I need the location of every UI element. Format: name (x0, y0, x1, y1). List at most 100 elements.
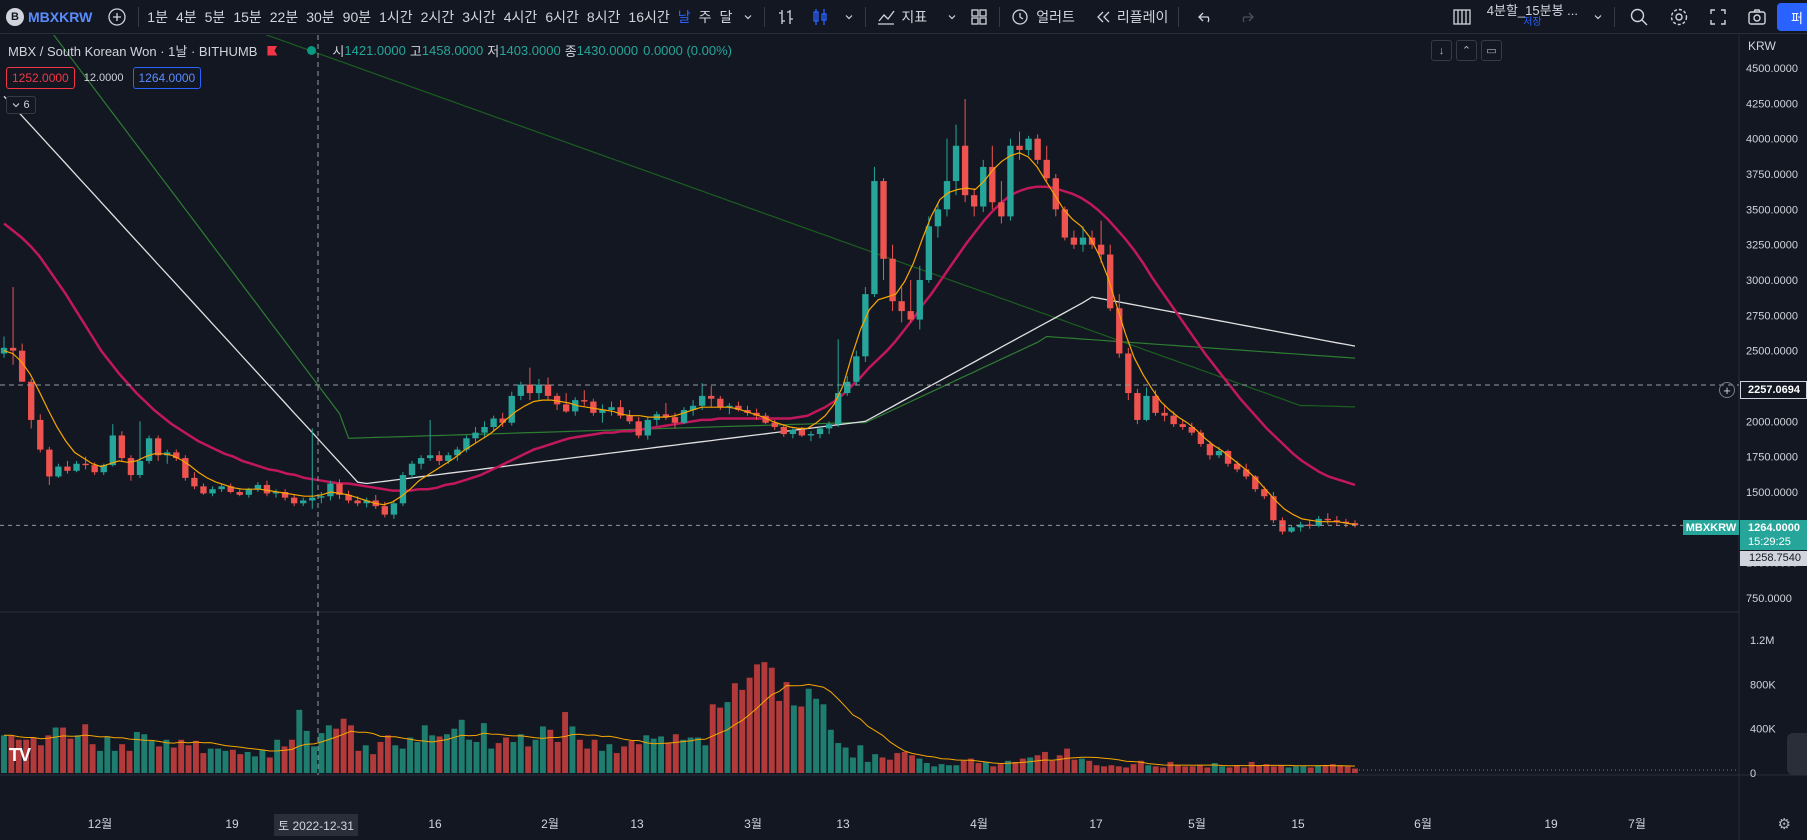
interval-button[interactable]: 4분 (175, 8, 197, 25)
replay-button[interactable]: 리플레이 (1089, 0, 1175, 33)
side-panel-handle[interactable] (1787, 733, 1807, 775)
volume-bar (1019, 758, 1026, 773)
collapse-pane-icon[interactable]: ⌃ (1456, 40, 1477, 61)
volume-bar (1292, 766, 1299, 773)
move-pane-down-icon[interactable]: ↓ (1431, 40, 1452, 61)
axis-settings-gear-icon[interactable]: ⚙ (1777, 816, 1791, 833)
layout-name-button[interactable]: 4분할_15분봉 ... 저장 (1479, 4, 1586, 29)
volume-bar (1307, 767, 1314, 773)
volume-bar (576, 739, 583, 773)
interval-button[interactable]: 주 (698, 8, 712, 25)
snapshot-camera-icon[interactable] (1737, 0, 1777, 34)
volume-bar (97, 750, 103, 773)
candle-body (336, 483, 343, 495)
volume-bar (776, 700, 783, 773)
volume-bar (274, 739, 281, 773)
volume-bar (1278, 765, 1285, 773)
maximize-pane-icon[interactable]: ▭ (1481, 40, 1502, 61)
redo-icon[interactable] (1229, 0, 1263, 33)
volume-bar (303, 730, 310, 773)
indicators-button[interactable]: 지표 (870, 0, 933, 33)
interval-button[interactable]: 8시간 (586, 8, 621, 25)
volume-bar (266, 757, 273, 773)
volume-bar (1101, 766, 1107, 773)
publish-button[interactable]: 퍼 (1777, 3, 1807, 31)
interval-button[interactable]: 22분 (269, 8, 299, 25)
volume-bar (222, 750, 229, 773)
add-price-plus-icon[interactable]: + (1719, 382, 1735, 398)
interval-button[interactable]: 2시간 (420, 8, 455, 25)
candle-body (662, 414, 670, 418)
candle-body (245, 489, 252, 495)
separator (1614, 7, 1615, 27)
candle-body (154, 438, 162, 456)
indicators-dropdown-icon[interactable] (933, 0, 963, 33)
price-tick-label: 3250.0000 (1746, 240, 1798, 252)
volume-bar (1270, 766, 1277, 773)
candle-body (1107, 254, 1114, 309)
flag-icon[interactable] (267, 45, 278, 56)
interval-button[interactable]: 4시간 (503, 8, 538, 25)
volume-bar (111, 750, 118, 773)
ma-5-line (3, 152, 1356, 526)
interval-button[interactable]: 90분 (342, 8, 372, 25)
candle-body (717, 398, 724, 408)
layout-save-status: 저장 (1523, 17, 1542, 28)
interval-button[interactable]: 5분 (204, 8, 226, 25)
interval-dropdown-icon[interactable] (736, 0, 760, 33)
volume-bar (451, 728, 458, 773)
chart-type-dropdown-icon[interactable] (837, 0, 861, 33)
settings-gear-icon[interactable] (1659, 0, 1699, 34)
time-axis-label: 7월 (1628, 817, 1646, 831)
price-tick-label: 4500.0000 (1746, 63, 1798, 75)
volume-bar (827, 729, 834, 773)
symbol-search[interactable]: B MBXKRW (0, 0, 100, 33)
compare-add-icon[interactable] (100, 0, 134, 33)
candle-body (798, 429, 806, 436)
interval-button[interactable]: 1분 (147, 8, 168, 25)
price-axis-bg[interactable] (1739, 35, 1807, 840)
interval-button[interactable]: 1시간 (379, 8, 413, 25)
legend-title[interactable]: MBX / South Korean Won · 1날 · BITHUMB (8, 44, 258, 59)
undo-icon[interactable] (1183, 0, 1229, 33)
interval-button[interactable]: 3시간 (462, 8, 496, 25)
interval-button[interactable]: 15분 (233, 8, 262, 25)
interval-button[interactable]: 6시간 (545, 8, 579, 25)
search-icon[interactable] (1619, 0, 1659, 34)
ma-price-label: 1258.7540 (1740, 551, 1807, 566)
candle-body (980, 166, 987, 207)
volume-bar (1115, 766, 1122, 773)
bar-chart-type-icon[interactable] (769, 0, 803, 33)
ma-200-line (264, 35, 1356, 408)
interval-button[interactable]: 16시간 (628, 8, 670, 25)
templates-grid-icon[interactable] (963, 0, 995, 33)
tradingview-logo[interactable]: TV (9, 745, 31, 765)
interval-button[interactable]: 달 (719, 8, 733, 25)
volume-bar (1086, 760, 1093, 773)
indicators-label: 지표 (901, 8, 928, 25)
indicators-collapse-button[interactable]: 6 (6, 96, 36, 114)
alert-button[interactable]: 얼러트 (1004, 0, 1081, 33)
volume-bar (680, 739, 687, 773)
legend-low-value: 1403.0000 (499, 43, 561, 58)
price-chart[interactable]: 4500.0000 4250.0000 4000.0000 3750.0000 3500… (0, 35, 1807, 840)
layout-select-icon[interactable] (1445, 0, 1479, 34)
sell-price-button[interactable]: 1252.0000 (6, 67, 75, 89)
fullscreen-icon[interactable] (1699, 0, 1737, 34)
symbol-name[interactable]: MBXKRW (28, 8, 93, 25)
ma-60-line (3, 95, 1356, 485)
price-tick-label: 1500.0000 (1746, 487, 1798, 499)
time-axis-label: 15 (1291, 817, 1305, 831)
buy-price-button[interactable]: 1264.0000 (132, 67, 202, 89)
layout-dropdown-icon[interactable] (1586, 0, 1610, 34)
volume-bar (584, 748, 591, 773)
interval-button[interactable]: 날 (677, 8, 691, 25)
candle-body (608, 407, 615, 411)
candle-body (200, 486, 207, 494)
axis-currency[interactable]: KRW (1748, 39, 1776, 53)
volume-bar (724, 702, 731, 773)
candles-chart-type-icon[interactable] (803, 0, 837, 33)
volume-bar (554, 741, 561, 773)
volume-bar (1012, 761, 1019, 773)
interval-button[interactable]: 30분 (306, 8, 335, 25)
